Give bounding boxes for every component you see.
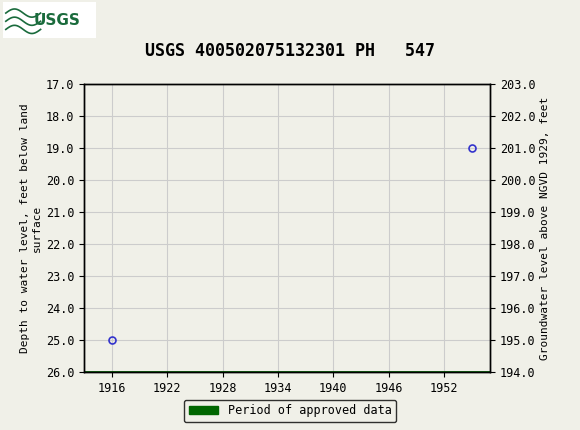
- Legend: Period of approved data: Period of approved data: [184, 399, 396, 422]
- Y-axis label: Groundwater level above NGVD 1929, feet: Groundwater level above NGVD 1929, feet: [539, 96, 550, 359]
- Text: USGS 400502075132301 PH   547: USGS 400502075132301 PH 547: [145, 42, 435, 60]
- Y-axis label: Depth to water level, feet below land
surface: Depth to water level, feet below land su…: [20, 103, 42, 353]
- FancyBboxPatch shape: [3, 3, 96, 38]
- Text: USGS: USGS: [33, 13, 80, 28]
